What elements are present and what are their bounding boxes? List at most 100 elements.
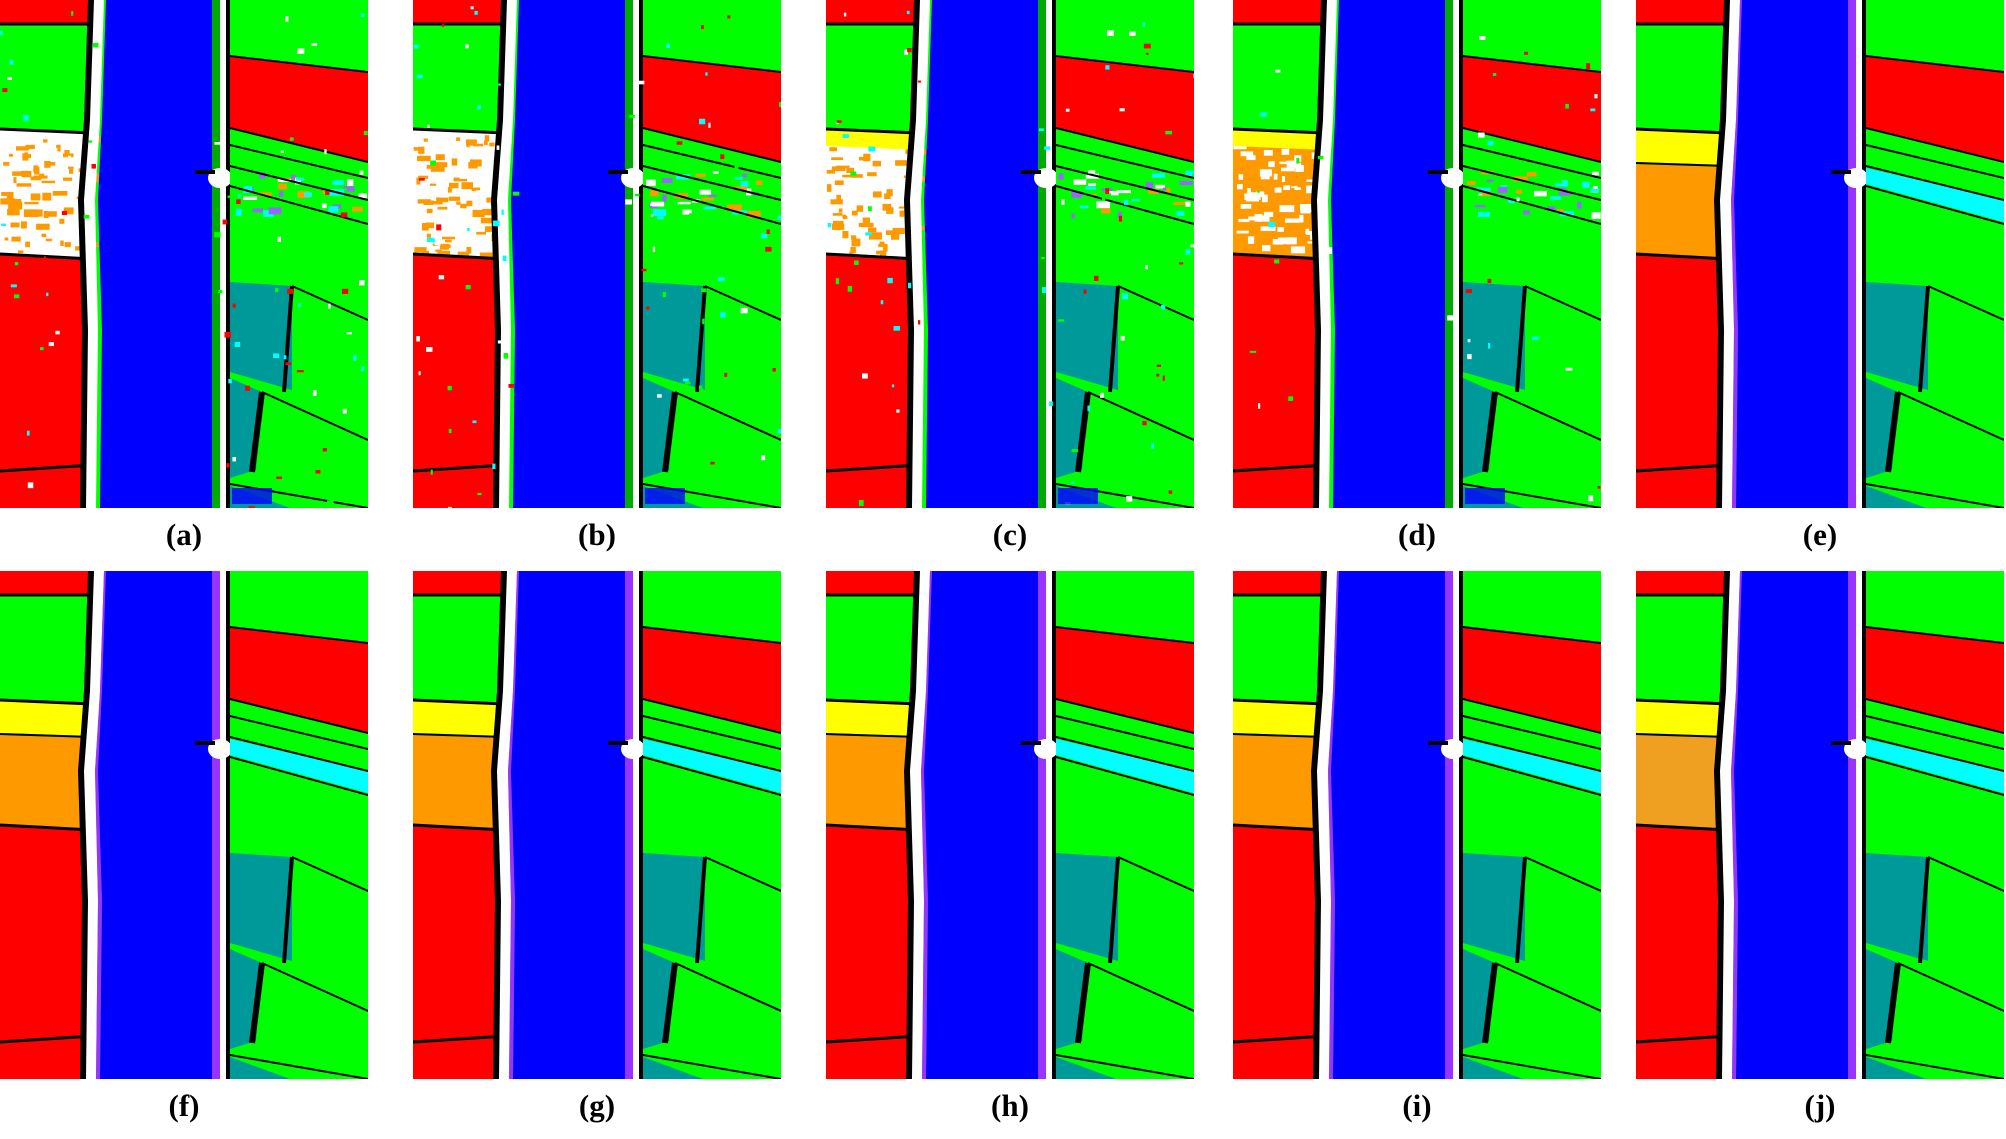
classification-map: [1233, 571, 1601, 1079]
map-panel: (b): [413, 0, 781, 568]
right-bank-white: [633, 0, 639, 508]
parcel-red-top: [413, 0, 505, 24]
parcel-red-large: [413, 255, 505, 470]
classification-map: [826, 0, 1194, 508]
river: [1734, 0, 1848, 508]
parcel-teal-upper: [230, 282, 292, 390]
right-bank-white: [633, 571, 639, 1079]
parcel-cyan: [1866, 739, 2004, 793]
right-bank-white: [220, 0, 226, 508]
left-bank-edge: [78, 0, 94, 508]
map-panel: (h): [826, 571, 1194, 1139]
right-bank-edge: [1459, 571, 1463, 1079]
parcel-green-left: [1233, 595, 1325, 703]
parcel-red-large: [0, 826, 92, 1041]
parcel-teal-upper: [1463, 282, 1525, 390]
parcel-teal-upper: [643, 282, 705, 390]
river: [1734, 571, 1848, 1079]
parcel-red-large: [1636, 826, 1728, 1041]
parcel-teal-bottom: [643, 1057, 703, 1079]
parcel-red-large: [0, 255, 92, 470]
parcel-red-top: [0, 571, 92, 595]
parcel-red-bottom: [413, 466, 505, 508]
parcel-green-left: [1636, 595, 1728, 703]
parcel-teal-upper: [1463, 853, 1525, 961]
parcel-orange: [826, 735, 918, 829]
parcel-orange: [0, 735, 92, 829]
parcel-red-bottom: [413, 1037, 505, 1079]
parcel-red-top: [826, 571, 918, 595]
right-bank-white: [1453, 0, 1459, 508]
left-bank-edge: [904, 0, 920, 508]
left-bank-edge: [78, 571, 94, 1079]
parcel-yellow: [1636, 701, 1728, 736]
river: [1331, 0, 1445, 508]
parcel-yellow: [1233, 701, 1325, 736]
right-bank-white: [1856, 571, 1862, 1079]
parcel-teal-upper: [1056, 853, 1118, 961]
parcel-orange: [1636, 735, 1728, 829]
river: [511, 0, 625, 508]
classification-map: [413, 571, 781, 1079]
parcel-red-large: [1233, 826, 1325, 1041]
panel-caption: (j): [1804, 1088, 1836, 1123]
parcel-green-left: [826, 24, 918, 132]
parcel-yellow: [0, 701, 92, 736]
parcel-red-top: [0, 0, 92, 24]
map-panel: (a): [0, 0, 368, 568]
parcel-mixed: [826, 130, 918, 258]
parcel-red-bottom: [0, 1037, 92, 1079]
parcel-teal-upper: [230, 853, 292, 961]
right-bank-strip: [212, 571, 220, 1079]
parcel-green-left: [413, 595, 505, 703]
parcel-green-left: [1636, 24, 1728, 132]
parcel-green-left: [0, 24, 92, 132]
right-bank-edge: [1052, 571, 1056, 1079]
left-bank-purple: [921, 571, 934, 1079]
map-panel: (d): [1233, 0, 1601, 568]
parcel-red-bottom: [1636, 1037, 1728, 1079]
map-panel: (f): [0, 571, 368, 1139]
right-bank-strip: [212, 0, 220, 508]
panel-caption: (b): [578, 517, 616, 552]
classification-map: [1233, 0, 1601, 508]
parcel-red-large: [1636, 255, 1728, 470]
left-bank-purple: [508, 571, 521, 1079]
right-bank-strip: [1848, 0, 1856, 508]
right-bank-edge: [226, 0, 230, 508]
river: [98, 0, 212, 508]
parcel-red-top: [413, 571, 505, 595]
parcel-red-large: [413, 826, 505, 1041]
parcel-teal-bottom: [1866, 486, 1926, 508]
map-panel: (g): [413, 571, 781, 1139]
parcel-red-top: [1233, 0, 1325, 24]
parcel-teal-upper: [1866, 853, 1928, 961]
parcel-mixed: [413, 130, 505, 258]
river: [924, 571, 1038, 1079]
parcel-mixed: [1233, 130, 1325, 258]
map-panel: (c): [826, 0, 1194, 568]
parcel-teal-bottom: [1056, 1057, 1116, 1079]
map-panel: (j): [1636, 571, 2004, 1139]
left-bank-edge: [491, 0, 507, 508]
panel-caption: (f): [168, 1088, 200, 1123]
classification-map: [1636, 571, 2004, 1079]
parcel-teal-upper: [1056, 282, 1118, 390]
left-bank-purple: [95, 571, 108, 1079]
right-bank-edge: [639, 0, 643, 508]
parcel-teal-bottom: [1866, 1057, 1926, 1079]
left-bank-purple: [1328, 571, 1341, 1079]
right-bank-strip: [1445, 0, 1453, 508]
panel-caption: (a): [165, 517, 203, 552]
right-bank-white: [1046, 571, 1052, 1079]
right-bank-strip: [625, 571, 633, 1079]
left-bank-edge: [1714, 571, 1730, 1079]
right-bank-edge: [1862, 571, 1866, 1079]
right-bank-strip: [1848, 571, 1856, 1079]
parcel-cyan: [1866, 168, 2004, 222]
parcel-red-bottom: [826, 466, 918, 508]
panel-caption: (h): [991, 1088, 1029, 1123]
parcel-red-large: [1233, 255, 1325, 470]
classification-map: [0, 0, 368, 508]
left-bank-edge: [491, 571, 507, 1079]
